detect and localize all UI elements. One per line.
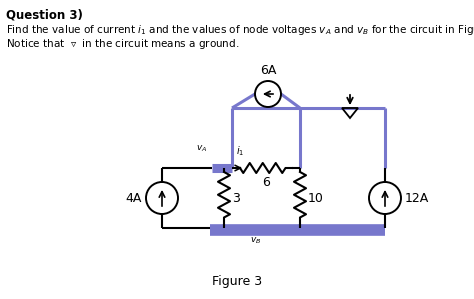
Text: Notice that  $\triangledown$  in the circuit means a ground.: Notice that $\triangledown$ in the circu…: [6, 37, 239, 51]
Text: 12A: 12A: [405, 191, 429, 205]
Text: 3: 3: [232, 191, 240, 205]
Text: 4A: 4A: [126, 191, 142, 205]
Text: $v_B$: $v_B$: [250, 236, 262, 246]
Text: Find the value of current $i_1$ and the values of node voltages $v_A$ and $v_B$ : Find the value of current $i_1$ and the …: [6, 23, 474, 37]
Text: 10: 10: [308, 191, 324, 205]
Text: 6: 6: [262, 176, 270, 189]
Text: $v_A$: $v_A$: [196, 144, 208, 154]
Text: $i_1$: $i_1$: [236, 144, 244, 158]
Text: Question 3): Question 3): [6, 8, 83, 21]
Text: 6A: 6A: [260, 64, 276, 77]
Text: Figure 3: Figure 3: [212, 275, 262, 288]
